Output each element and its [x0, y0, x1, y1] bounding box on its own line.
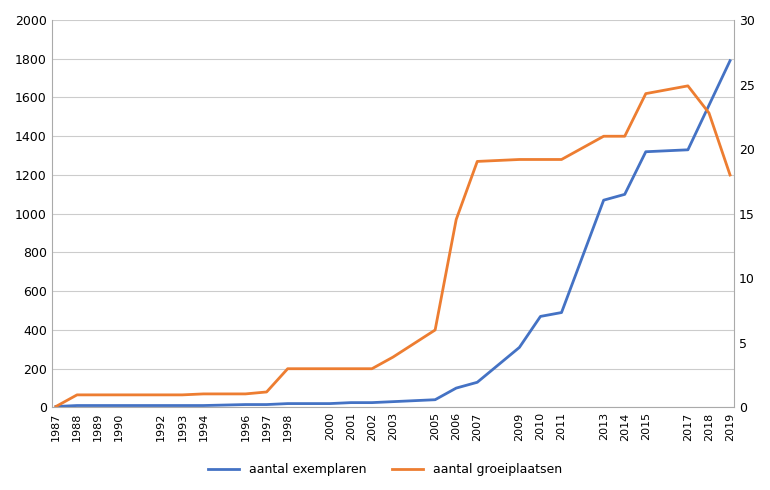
aantal groeiplaatsen	[115, 392, 124, 398]
aantal groeiplaatsen	[367, 366, 377, 371]
aantal groeiplaatsen	[599, 133, 608, 139]
aantal groeiplaatsen	[536, 156, 545, 162]
aantal groeiplaatsen	[388, 354, 397, 360]
aantal groeiplaatsen	[199, 391, 208, 397]
aantal groeiplaatsen	[156, 392, 166, 398]
aantal groeiplaatsen	[262, 389, 271, 395]
aantal exemplaren	[451, 385, 460, 391]
aantal groeiplaatsen	[430, 327, 440, 333]
aantal exemplaren	[199, 403, 208, 409]
aantal groeiplaatsen	[346, 366, 356, 371]
aantal groeiplaatsen	[683, 83, 692, 89]
aantal groeiplaatsen	[93, 392, 102, 398]
aantal groeiplaatsen	[283, 366, 293, 371]
aantal groeiplaatsen	[641, 91, 651, 97]
aantal exemplaren	[283, 401, 293, 407]
Line: aantal groeiplaatsen: aantal groeiplaatsen	[56, 86, 730, 407]
aantal exemplaren	[473, 379, 482, 385]
aantal exemplaren	[346, 400, 356, 406]
aantal exemplaren	[388, 399, 397, 405]
aantal exemplaren	[52, 404, 61, 410]
aantal groeiplaatsen	[705, 110, 714, 116]
aantal groeiplaatsen	[178, 392, 187, 398]
aantal exemplaren	[620, 192, 629, 197]
aantal exemplaren	[536, 314, 545, 319]
aantal exemplaren	[115, 403, 124, 409]
aantal exemplaren	[241, 402, 250, 408]
aantal groeiplaatsen	[52, 404, 61, 410]
aantal exemplaren	[93, 403, 102, 409]
aantal groeiplaatsen	[515, 156, 524, 162]
aantal exemplaren	[683, 147, 692, 153]
aantal exemplaren	[325, 401, 334, 407]
aantal exemplaren	[557, 310, 566, 316]
Line: aantal exemplaren: aantal exemplaren	[56, 61, 730, 407]
aantal exemplaren	[367, 400, 377, 406]
aantal groeiplaatsen	[620, 133, 629, 139]
aantal exemplaren	[72, 403, 82, 409]
aantal groeiplaatsen	[725, 172, 735, 178]
aantal exemplaren	[262, 402, 271, 408]
aantal exemplaren	[599, 197, 608, 203]
aantal groeiplaatsen	[451, 217, 460, 222]
aantal exemplaren	[515, 344, 524, 350]
aantal exemplaren	[430, 397, 440, 403]
aantal groeiplaatsen	[325, 366, 334, 371]
Legend: aantal exemplaren, aantal groeiplaatsen: aantal exemplaren, aantal groeiplaatsen	[203, 458, 567, 481]
aantal groeiplaatsen	[557, 156, 566, 162]
aantal exemplaren	[156, 403, 166, 409]
aantal groeiplaatsen	[473, 158, 482, 164]
aantal exemplaren	[725, 58, 735, 64]
aantal exemplaren	[705, 102, 714, 108]
aantal exemplaren	[178, 403, 187, 409]
aantal groeiplaatsen	[241, 391, 250, 397]
aantal exemplaren	[641, 149, 651, 155]
aantal groeiplaatsen	[72, 392, 82, 398]
